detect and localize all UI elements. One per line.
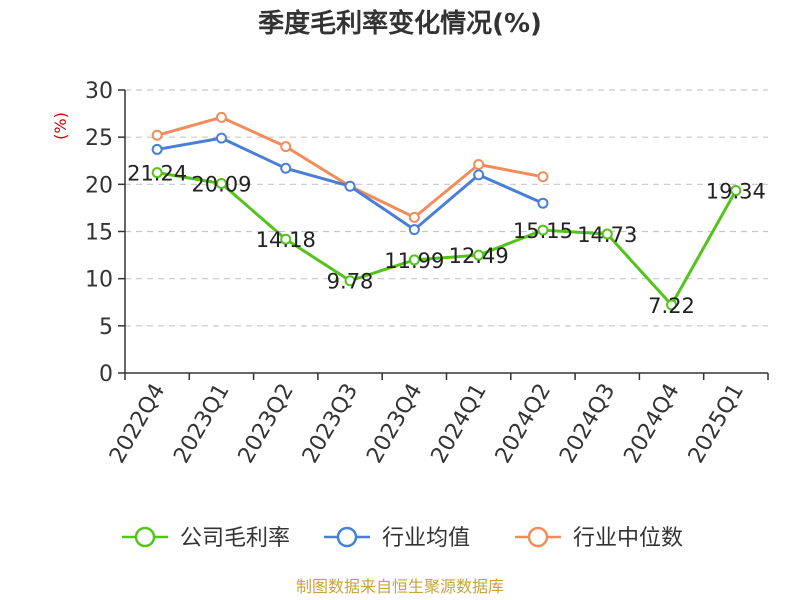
series-0-point <box>280 233 292 245</box>
data-label: 11.99 <box>384 249 444 273</box>
y-tick-label: 25 <box>85 126 113 151</box>
legend-swatch-marker <box>527 526 549 548</box>
series-0-point <box>151 167 163 179</box>
x-tick-label: 2025Q1 <box>684 380 749 468</box>
legend-label: 公司毛利率 <box>180 526 290 551</box>
y-tick-label: 5 <box>99 315 113 340</box>
source-note: 制图数据来自恒生聚源数据库 <box>296 577 504 596</box>
data-label: 20.09 <box>191 172 251 196</box>
series-0-point <box>408 254 420 266</box>
legend: 公司毛利率 行业均值 行业中位数 <box>122 526 683 551</box>
y-tick-label: 0 <box>99 362 113 387</box>
data-label: 7.22 <box>648 294 695 318</box>
y-tick-label: 15 <box>85 221 113 246</box>
series-0-point <box>344 275 356 287</box>
x-tick-label: 2024Q3 <box>555 380 620 468</box>
data-label: 19.34 <box>706 180 766 204</box>
series-1-point <box>408 224 420 236</box>
series-1-point <box>537 197 549 209</box>
series-1-point <box>344 180 356 192</box>
series-1-point <box>473 169 485 181</box>
series-0-point <box>473 249 485 261</box>
series-2-point <box>473 159 485 171</box>
legend-label: 行业均值 <box>382 526 470 551</box>
y-tick-label: 30 <box>85 79 113 104</box>
y-tick-label: 20 <box>85 173 113 198</box>
x-tick-label: 2024Q4 <box>619 380 684 468</box>
x-tick-label: 2023Q2 <box>234 380 299 468</box>
series-2-point <box>408 211 420 223</box>
series-lines <box>151 111 742 311</box>
grid-lines <box>125 89 768 327</box>
data-label: 14.18 <box>256 228 316 252</box>
series-2-point <box>215 111 227 123</box>
x-tick-label: 2024Q2 <box>491 380 556 468</box>
data-label: 21.24 <box>127 162 187 186</box>
series-1-point <box>215 132 227 144</box>
series-0-point <box>730 185 742 197</box>
data-label: 15.15 <box>513 219 573 243</box>
series-0-point <box>537 224 549 236</box>
series-2-point <box>151 129 163 141</box>
series-0-point <box>601 228 613 240</box>
data-label: 14.73 <box>577 223 637 247</box>
series-2-line <box>156 115 544 219</box>
series-0-point <box>215 177 227 189</box>
series-2-point <box>280 141 292 153</box>
x-tick-label: 2024Q1 <box>427 380 492 468</box>
series-2-point <box>537 171 549 183</box>
data-label: 12.49 <box>449 244 509 268</box>
series-0-point <box>666 299 678 311</box>
y-axis-unit: (%) <box>51 112 70 140</box>
legend-swatch-marker <box>336 526 358 548</box>
x-tick-label: 2023Q1 <box>169 380 234 468</box>
x-tick-label: 2023Q4 <box>362 380 427 468</box>
series-1-point <box>151 143 163 155</box>
series-0-line <box>156 171 738 307</box>
x-tick-label: 2023Q3 <box>298 380 363 468</box>
legend-label: 行业中位数 <box>573 526 683 551</box>
data-label: 9.78 <box>327 270 374 294</box>
chart-title: 季度毛利率变化情况(%) <box>258 8 542 39</box>
legend-swatch-marker <box>134 526 156 548</box>
series-1-point <box>280 162 292 174</box>
y-tick-label: 10 <box>85 268 113 293</box>
x-tick-label: 2022Q4 <box>105 380 170 468</box>
